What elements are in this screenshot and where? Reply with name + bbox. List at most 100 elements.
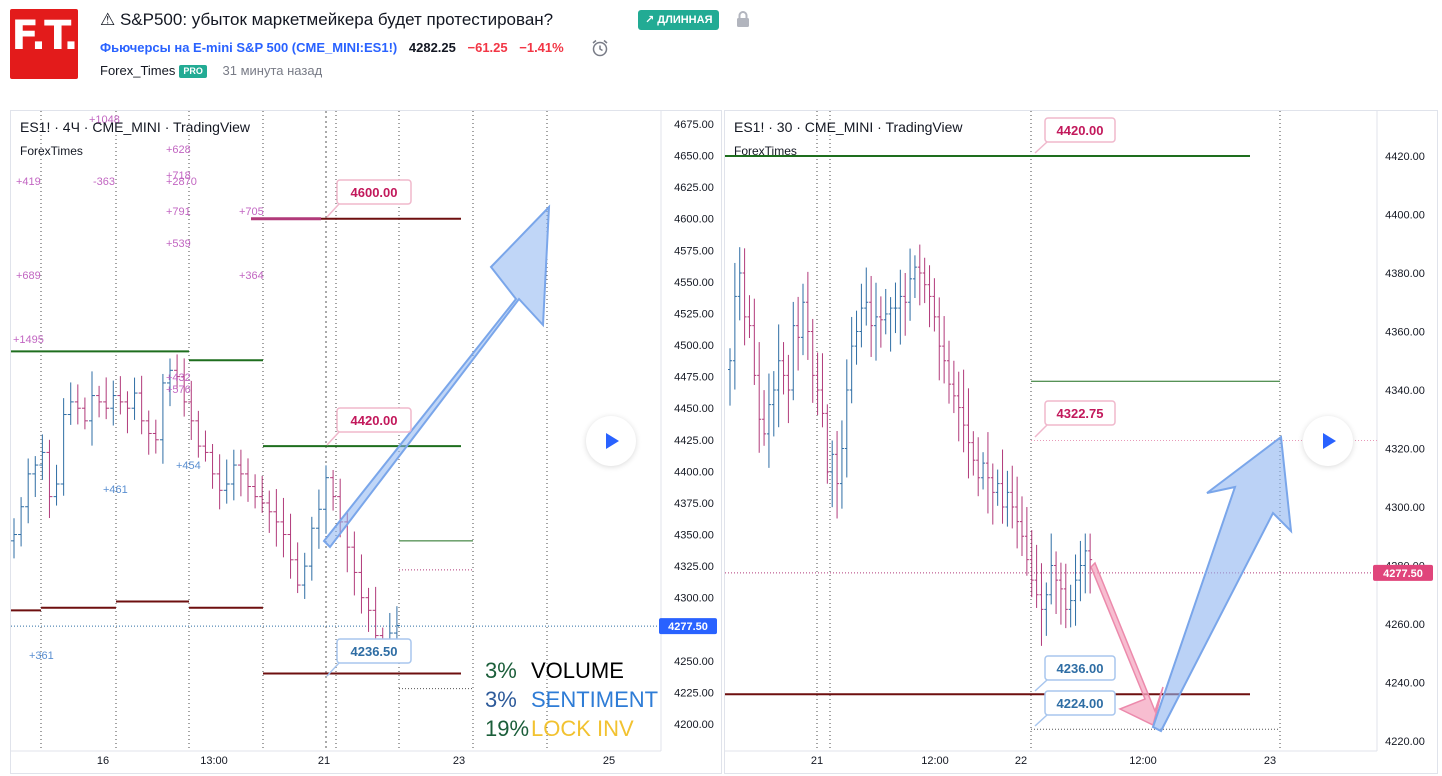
price-tick: 4400.00 xyxy=(1385,210,1425,222)
price-tick: 4500.00 xyxy=(674,340,714,352)
play-icon xyxy=(1323,433,1336,449)
symbol-link[interactable]: Фьючерсы на E-mini S&P 500 (CME_MINI:ES1… xyxy=(100,40,398,55)
play-button[interactable] xyxy=(586,416,636,466)
time-tick: 23 xyxy=(453,755,465,767)
callout-pointer xyxy=(1034,424,1048,438)
chart-symbol-header: ES1! · 30 · CME_MINI · TradingView xyxy=(734,119,963,135)
price-tick: 4420.00 xyxy=(1385,151,1425,163)
price-tick: 4575.00 xyxy=(674,245,714,257)
price-tick: 4200.00 xyxy=(674,719,714,731)
time-tick: 25 xyxy=(603,755,615,767)
left-chart-canvas: 4675.00 4650.00 4625.00 4600.00 4575.00 4550.… xyxy=(11,111,717,767)
logo-text: F.T. xyxy=(11,13,78,59)
play-icon xyxy=(606,433,619,449)
pro-badge: PRO xyxy=(179,65,207,78)
legend-pct: 19% xyxy=(485,716,530,741)
price-tick: 4250.00 xyxy=(674,656,714,668)
time-tick: 23 xyxy=(1264,755,1276,767)
down-arrow xyxy=(1090,561,1164,727)
delta-label: +576 xyxy=(166,384,191,396)
delta-label: +1048 xyxy=(89,114,120,126)
callout-4236-box xyxy=(1044,655,1116,681)
callout-4224-text: 4224.00 xyxy=(1057,696,1104,711)
delta-label: +689 xyxy=(16,270,41,282)
current-price-label: 4277.50 xyxy=(1383,568,1423,580)
delta-label: +718 xyxy=(166,170,191,182)
legend-name: SENTIMENT xyxy=(531,687,659,712)
delta-label: +539 xyxy=(166,238,191,250)
right-chart[interactable]: 4420.00 4400.00 4380.00 4360.00 4340.00 4320.… xyxy=(724,110,1438,774)
price-tick: 4525.00 xyxy=(674,308,714,320)
callout-4420-text: 4420.00 xyxy=(351,413,398,428)
alarm-clock-icon[interactable] xyxy=(590,38,610,58)
delta-label: +705 xyxy=(239,206,264,218)
price-tick: 4325.00 xyxy=(674,561,714,573)
callout-pointer xyxy=(326,662,340,677)
price-tick: 4360.00 xyxy=(1385,327,1425,339)
author-logo[interactable]: F.T. xyxy=(10,9,79,79)
delta-label: +791 xyxy=(166,206,191,218)
time-tick: 12:00 xyxy=(1129,755,1157,767)
price-tick: 4600.00 xyxy=(674,214,714,226)
callout-4224-box xyxy=(1044,690,1116,716)
price-tick: 4320.00 xyxy=(1385,444,1425,456)
callout-pointer xyxy=(1034,679,1048,692)
delta-label: +432 xyxy=(166,372,191,384)
price-tick: 4475.00 xyxy=(674,372,714,384)
delta-label: +461 xyxy=(103,484,128,496)
symbol-change-pct: −1.41% xyxy=(519,40,564,55)
symbol-change: −61.25 xyxy=(467,40,508,55)
delta-label: +454 xyxy=(176,460,201,472)
current-price-tag xyxy=(1373,564,1433,581)
callout-4322-box xyxy=(1044,400,1116,426)
delta-label: +628 xyxy=(166,144,191,156)
symbol-line: Фьючерсы на E-mini S&P 500 (CME_MINI:ES1… xyxy=(100,40,564,55)
up-arrow xyxy=(1151,435,1293,733)
price-tick: 4225.00 xyxy=(674,687,714,699)
legend-name: LOCK INV xyxy=(531,716,634,741)
publish-time: 31 минута назад xyxy=(222,63,323,78)
callout-4600-box xyxy=(336,179,412,205)
price-tick: 4625.00 xyxy=(674,182,714,194)
price-tick: 4450.00 xyxy=(674,403,714,415)
indicator-legend: 3% VOLUME 3% SENTIMENT 19%LOCK INV xyxy=(485,656,658,743)
right-chart-canvas: 4420.00 4400.00 4380.00 4360.00 4340.00 4320.… xyxy=(725,111,1433,767)
callout-4420-box xyxy=(336,407,412,433)
author-name[interactable]: Forex_Times xyxy=(100,63,176,78)
left-chart[interactable]: 4675.00 4650.00 4625.00 4600.00 4575.00 4550.… xyxy=(10,110,722,774)
legend-name: VOLUME xyxy=(531,658,624,683)
time-tick: 21 xyxy=(318,755,330,767)
price-tick: 4340.00 xyxy=(1385,385,1425,397)
price-tick: 4300.00 xyxy=(1385,502,1425,514)
delta-label: +419 xyxy=(16,176,41,188)
idea-header: F.T. ⚠ S&P500: убыток маркетмейкера буде… xyxy=(0,0,1442,100)
time-tick: 16 xyxy=(97,755,109,767)
callout-4420-text: 4420.00 xyxy=(1057,123,1104,138)
legend-row-lock-inv: 19%LOCK INV xyxy=(485,714,658,743)
delta-label: +361 xyxy=(29,650,54,662)
callout-pointer xyxy=(326,431,340,446)
price-tick: 4375.00 xyxy=(674,498,714,510)
legend-pct: 3% xyxy=(485,658,517,683)
lock-icon xyxy=(737,11,749,27)
idea-title: ⚠ S&P500: убыток маркетмейкера будет про… xyxy=(100,10,554,29)
current-price-tag xyxy=(659,618,717,635)
price-tick: 4650.00 xyxy=(674,151,714,163)
callout-4236-box xyxy=(336,638,412,664)
delta-label: +364 xyxy=(239,270,264,282)
price-tick: 4425.00 xyxy=(674,435,714,447)
callout-4420-box xyxy=(1044,117,1116,143)
price-tick: 4550.00 xyxy=(674,277,714,289)
time-tick: 12:00 xyxy=(921,755,949,767)
legend-pct: 3% xyxy=(485,687,517,712)
symbol-price: 4282.25 xyxy=(408,40,456,55)
delta-label: -363 xyxy=(93,176,115,188)
price-tick: 4400.00 xyxy=(674,466,714,478)
callout-pointer xyxy=(326,203,340,218)
play-button[interactable] xyxy=(1303,416,1353,466)
chart-watermark: ForexTimes xyxy=(20,144,83,158)
direction-badge: ↗ ДЛИННАЯ xyxy=(638,10,720,30)
time-tick: 13:00 xyxy=(200,755,228,767)
time-tick: 21 xyxy=(811,755,823,767)
author-line: Forex_Times PRO 31 минута назад xyxy=(100,63,322,78)
